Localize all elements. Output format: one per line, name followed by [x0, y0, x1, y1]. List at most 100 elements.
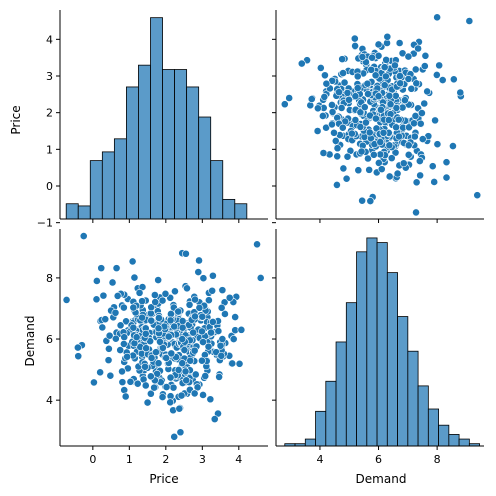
scatter-point [432, 71, 441, 79]
scatter-point [99, 291, 108, 300]
scatter-point [194, 268, 203, 276]
histogram-bar [126, 86, 139, 220]
scatter-point [376, 138, 385, 146]
y-tick-label: 8 [46, 272, 53, 285]
scatter-point [191, 312, 199, 321]
scatter-point [181, 249, 190, 258]
scatter-point [362, 118, 370, 127]
histogram-bar [356, 251, 368, 447]
scatter-point [367, 65, 376, 74]
scatter-point [141, 381, 150, 390]
scatter-point [320, 93, 329, 101]
scatter-point [322, 79, 331, 88]
scatter-point [97, 264, 106, 273]
scatter-point [215, 373, 224, 381]
scatter-point [169, 383, 178, 392]
scatter-point [396, 79, 405, 88]
scatter-point [218, 335, 227, 343]
histogram-bar [345, 302, 357, 447]
scatter-point [395, 132, 403, 141]
histogram-bar [150, 17, 163, 220]
scatter-point [195, 256, 203, 265]
scatter-point [166, 316, 175, 325]
scatter-point [158, 296, 167, 305]
scatter-point [208, 271, 217, 280]
scatter-point [391, 91, 400, 100]
scatter-point [356, 108, 365, 117]
histogram-bar [376, 242, 388, 447]
scatter-point [174, 365, 183, 374]
scatter-point [186, 356, 195, 365]
scatter-point [322, 123, 330, 132]
scatter-point [342, 174, 351, 183]
scatter-point [164, 332, 173, 341]
scatter-point [385, 91, 394, 100]
tick-labels: −1 0 1 2 3 4 4 6 8 0 1 2 3 4 4 6 8 [37, 33, 441, 466]
panel-price-vs-demand-scatter-lower [62, 232, 265, 441]
scatter-point [105, 331, 114, 340]
scatter-point [150, 383, 159, 392]
scatter-point [401, 96, 409, 105]
scatter-point [191, 370, 200, 379]
scatter-point [380, 63, 389, 72]
scatter-point [365, 165, 374, 174]
scatter-point [162, 383, 171, 391]
scatter-point [128, 257, 137, 266]
histogram-bar [448, 434, 460, 447]
x-tick-label: 1 [126, 453, 133, 466]
scatter-point [364, 154, 372, 163]
scatter-point [339, 164, 348, 173]
scatter-point [178, 359, 187, 368]
scatter-point [340, 78, 349, 87]
scatter-point [96, 368, 105, 377]
scatter-point [442, 158, 451, 167]
x-axis-title-price: Price [149, 472, 178, 486]
scatter-point [374, 92, 383, 101]
scatter-point [371, 71, 380, 80]
scatter-point [183, 284, 191, 293]
scatter-point [337, 104, 346, 112]
scatter-point [333, 180, 341, 189]
scatter-point [395, 39, 404, 47]
scatter-point [221, 310, 229, 318]
scatter-point [210, 415, 219, 424]
scatter-point [113, 292, 122, 300]
scatter-point [199, 338, 207, 346]
scatter-point [146, 372, 155, 381]
scatter-point [120, 333, 129, 342]
scatter-point [90, 378, 98, 387]
scatter-point [420, 99, 429, 108]
scatter-point [404, 75, 413, 83]
scatter-point [161, 289, 170, 298]
scatter-point [147, 354, 156, 362]
scatter-point [351, 92, 360, 101]
scatter-point [366, 197, 375, 205]
scatter-point [465, 17, 474, 25]
y-axis-title-price: Price [9, 105, 23, 134]
scatter-point [154, 359, 163, 368]
scatter-point [353, 72, 362, 81]
scatter-point [147, 303, 156, 312]
scatter-point [398, 49, 407, 58]
scatter-point [416, 119, 425, 128]
histogram-bar [65, 203, 79, 220]
scatter-point [175, 404, 184, 413]
scatter-point [116, 321, 125, 330]
scatter-point [391, 148, 400, 157]
y-tick-label: −1 [37, 217, 53, 230]
scatter-point [198, 356, 206, 365]
scatter-point [339, 69, 347, 77]
scatter-point [433, 140, 442, 149]
scatter-point [130, 273, 139, 282]
scatter-point [178, 317, 187, 325]
scatter-point [106, 371, 115, 380]
scatter-point [167, 310, 175, 318]
x-tick-label: 6 [375, 453, 382, 466]
scatter-point [189, 328, 198, 337]
scatter-point [410, 119, 418, 128]
scatter-point [185, 300, 194, 309]
scatter-point [237, 325, 246, 334]
scatter-point [206, 395, 215, 404]
scatter-point [418, 135, 427, 143]
scatter-point [456, 88, 465, 97]
